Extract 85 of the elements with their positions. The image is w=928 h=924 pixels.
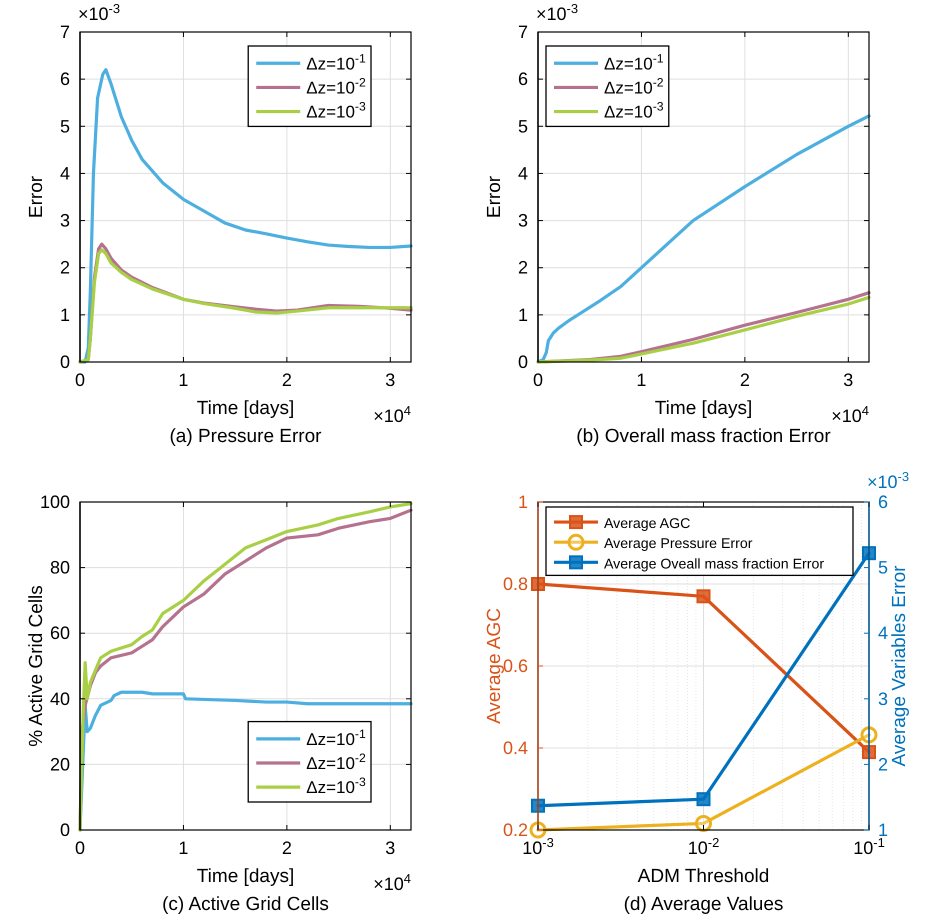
y-tick-label: 20 xyxy=(50,754,70,774)
y-tick-label: 5 xyxy=(518,116,528,136)
point xyxy=(695,814,712,832)
y-tick-label: 60 xyxy=(50,623,70,644)
legend-label: Δz=10$^{-2}$ xyxy=(306,750,366,773)
y-tick-label: 0.4 xyxy=(502,738,528,758)
text: (a) Pressure Error xyxy=(169,426,322,447)
legend-label: Average Oveall mass fraction Error xyxy=(604,556,824,572)
text: ×10$^{-3}$ xyxy=(78,0,120,24)
y-tick-label: 0 xyxy=(60,352,70,372)
legend-label: Δz=10$^{-1}$ xyxy=(306,51,366,74)
y-tick-label: 1 xyxy=(518,304,528,325)
y-tick-label: 80 xyxy=(50,558,70,578)
y2-tick-label: 6 xyxy=(878,492,888,512)
y-tick-label: 3 xyxy=(60,210,70,231)
x-axis-title: Time [days] xyxy=(196,866,294,887)
y2-tick-label: 3 xyxy=(878,688,888,709)
legend-label: Δz=10$^{-1}$ xyxy=(604,51,664,74)
y-tick-label: 5 xyxy=(60,116,70,136)
x-tick-label: 1 xyxy=(636,370,646,390)
y-tick-label: 2 xyxy=(518,258,528,278)
y-axis-title: Error xyxy=(26,175,47,218)
y2-tick-label: 4 xyxy=(878,623,888,644)
y-axis-title: % Active Grid Cells xyxy=(26,585,47,747)
x-tick-label: 1 xyxy=(178,838,188,858)
x-tick-label: 1 xyxy=(178,370,188,390)
y-axis-title: Average AGC xyxy=(484,608,505,724)
point xyxy=(696,589,710,604)
y-tick-label: 1 xyxy=(518,492,528,512)
y-tick-label: 0.8 xyxy=(502,574,528,594)
x-tick-label: 2 xyxy=(282,838,292,858)
y-tick-label: 1 xyxy=(60,304,70,325)
y-tick-label: 7 xyxy=(518,22,528,42)
y-tick-label: 6 xyxy=(518,69,528,90)
y-tick-label: 7 xyxy=(60,22,70,42)
text: (c) Active Grid Cells xyxy=(162,894,329,915)
y-tick-label: 100 xyxy=(40,492,70,512)
legend-label: Δz=10$^{-2}$ xyxy=(306,75,366,98)
text: (b) Overall mass fraction Error xyxy=(576,426,832,447)
text: (d) Average Values xyxy=(624,894,784,915)
x-axis-title: Time [days] xyxy=(196,398,294,419)
x-tick-label: 3 xyxy=(385,838,396,858)
y-tick-label: 4 xyxy=(518,163,528,184)
x-tick-label: 0 xyxy=(532,370,544,390)
y-axis-title: Error xyxy=(484,175,505,218)
y-tick-label: 2 xyxy=(60,258,70,278)
y-tick-label: 6 xyxy=(60,69,70,90)
x-tick-label: 10$^{-2}$ xyxy=(688,834,720,858)
point xyxy=(696,792,710,806)
legend-label: Average Pressure Error xyxy=(604,536,753,552)
legend-label: Δz=10$^{-3}$ xyxy=(306,100,366,122)
x-axis-title: ADM Threshold xyxy=(638,866,770,887)
text: ×10$^{4}$ xyxy=(373,870,411,894)
x-tick-label: 0 xyxy=(74,838,86,858)
point xyxy=(530,822,546,838)
legend-label: Average AGC xyxy=(604,516,690,532)
legend-label: Δz=10$^{-3}$ xyxy=(604,100,664,122)
y2-tick-label: 5 xyxy=(878,558,888,578)
legend-label: Δz=10$^{-3}$ xyxy=(306,775,366,798)
y-tick-label: 0 xyxy=(518,352,528,372)
legend-label: Δz=10$^{-1}$ xyxy=(306,726,366,749)
text: ×10$^{4}$ xyxy=(373,402,411,426)
x-tick-label: 3 xyxy=(843,370,854,390)
point xyxy=(862,546,876,560)
y2-axis-title: Average Variables Error xyxy=(889,564,910,767)
text: ×10$^{4}$ xyxy=(831,402,869,426)
y-tick-label: 40 xyxy=(50,688,70,709)
point xyxy=(862,745,876,760)
y-tick-label: 0 xyxy=(60,820,70,840)
y2-tick-label: 2 xyxy=(878,754,888,774)
x-tick-label: 0 xyxy=(74,370,86,390)
x-axis-title: Time [days] xyxy=(654,398,752,419)
y-tick-label: 0.6 xyxy=(502,656,528,676)
x-tick-label: 2 xyxy=(740,370,750,390)
point xyxy=(860,726,878,744)
x-tick-label: 3 xyxy=(385,370,396,390)
point xyxy=(531,798,545,813)
y-tick-label: 3 xyxy=(518,210,528,231)
legend-label: Δz=10$^{-2}$ xyxy=(604,75,664,98)
x-tick-label: 2 xyxy=(282,370,292,390)
point xyxy=(531,577,545,591)
x-tick-label: 10$^{-1}$ xyxy=(853,834,885,858)
text: ×10$^{-3}$ xyxy=(867,468,910,492)
y-tick-label: 4 xyxy=(60,163,70,184)
text: ×10$^{-3}$ xyxy=(536,0,578,24)
